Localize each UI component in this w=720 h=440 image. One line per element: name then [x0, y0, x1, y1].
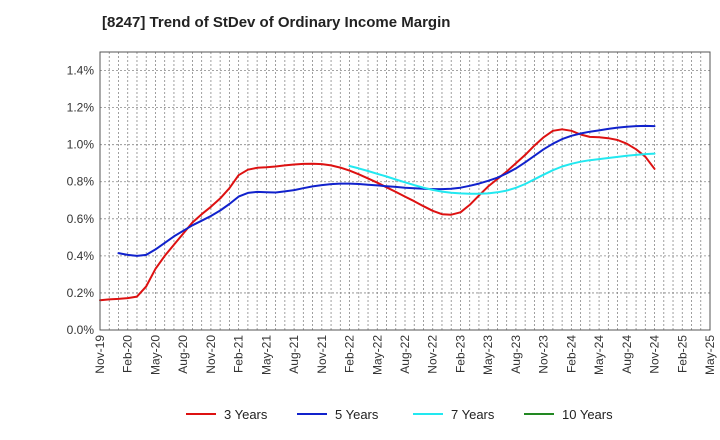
- x-tick-label: Nov-22: [426, 335, 440, 374]
- legend-label-5-years: 5 Years: [335, 407, 379, 422]
- y-tick-label: 0.4%: [67, 249, 95, 263]
- y-tick-label: 0.8%: [67, 175, 95, 189]
- series-line-5-years: [117, 124, 656, 257]
- x-tick-label: May-22: [370, 335, 384, 375]
- plot-frame: [99, 51, 711, 331]
- x-tick-label: Nov-24: [648, 335, 662, 374]
- series-line-3-years: [99, 128, 656, 302]
- x-tick-label: Feb-23: [453, 335, 467, 373]
- legend-label-7-years: 7 Years: [451, 407, 495, 422]
- x-tick-label: May-24: [592, 335, 606, 375]
- x-tick-label: Feb-24: [564, 335, 578, 373]
- x-tick-layer: Nov-19 Feb-20 May-20 Aug-20 Nov-20 Feb-21 May-…: [93, 335, 717, 375]
- x-tick-label: Aug-23: [509, 335, 523, 374]
- chart-title: [8247] Trend of StDev of Ordinary Income…: [102, 14, 451, 31]
- y-tick-layer: 0.0% 0.2% 0.4% 0.6% 0.8% 1.0% 1.2% 1.4%: [67, 64, 95, 337]
- x-tick-label: May-25: [703, 335, 717, 375]
- x-tick-label: Nov-23: [537, 335, 551, 374]
- legend: 3 Years 5 Years 7 Years 10 Years: [186, 407, 613, 422]
- x-tick-label: Feb-20: [121, 335, 135, 373]
- x-tick-label: Nov-19: [93, 335, 107, 374]
- y-tick-label: 0.2%: [67, 286, 95, 300]
- grid-layer: [100, 52, 710, 330]
- y-tick-label: 1.4%: [67, 64, 95, 78]
- x-tick-label: Aug-22: [398, 335, 412, 374]
- x-tick-label: Aug-21: [287, 335, 301, 374]
- x-tick-label: Feb-21: [232, 335, 246, 373]
- x-tick-label: May-21: [259, 335, 273, 375]
- y-tick-label: 0.6%: [67, 212, 95, 226]
- plot-area: [100, 52, 710, 330]
- x-tick-label: Feb-22: [343, 335, 357, 373]
- legend-label-10-years: 10 Years: [562, 407, 613, 422]
- y-tick-label: 1.2%: [67, 101, 95, 115]
- y-tick-label: 0.0%: [67, 323, 95, 337]
- x-tick-label: Nov-20: [204, 335, 218, 374]
- series-line-7-years: [348, 152, 656, 195]
- series-layer: [99, 124, 656, 302]
- x-tick-label: May-20: [148, 335, 162, 375]
- legend-label-3-years: 3 Years: [224, 407, 268, 422]
- y-tick-label: 1.0%: [67, 138, 95, 152]
- x-tick-label: Aug-24: [620, 335, 634, 374]
- x-tick-label: Feb-25: [675, 335, 689, 373]
- x-tick-label: Aug-20: [176, 335, 190, 374]
- x-tick-label: Nov-21: [315, 335, 329, 374]
- x-tick-label: May-23: [481, 335, 495, 375]
